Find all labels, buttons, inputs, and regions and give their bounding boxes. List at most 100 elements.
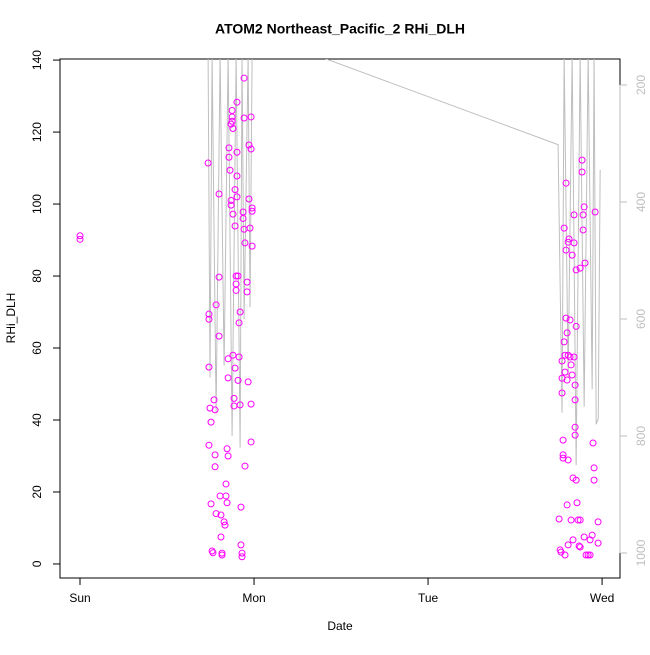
data-point: [591, 208, 599, 216]
data-point: [563, 376, 571, 384]
data-point: [579, 226, 587, 234]
y-tick-label: 0: [30, 560, 44, 567]
y-tick-label: 40: [30, 413, 44, 427]
line-layer: [207, 59, 601, 466]
data-point: [563, 501, 571, 509]
data-point: [211, 451, 219, 459]
data-point: [222, 480, 230, 488]
data-point: [210, 396, 218, 404]
data-point: [571, 431, 579, 439]
data-point: [76, 232, 84, 240]
data-point: [594, 518, 602, 526]
data-point: [559, 436, 567, 444]
data-point: [241, 239, 249, 247]
data-point: [564, 456, 572, 464]
data-point: [564, 541, 572, 549]
y2-tick-label: 400: [634, 192, 648, 212]
data-point: [247, 438, 255, 446]
data-point: [590, 476, 598, 484]
data-point: [576, 516, 584, 524]
data-point: [247, 113, 255, 121]
data-point: [215, 332, 223, 340]
data-point: [558, 389, 566, 397]
y2-tick-label: 800: [634, 426, 648, 446]
data-point: [588, 531, 596, 539]
data-point: [220, 518, 228, 526]
data-point: [582, 551, 590, 559]
data-point: [562, 246, 570, 254]
data-point: [237, 503, 245, 511]
data-point: [248, 204, 256, 212]
data-point: [229, 124, 237, 132]
data-point: [239, 214, 247, 222]
x-tick-label: Tue: [418, 591, 439, 605]
data-point: [224, 452, 232, 460]
data-point: [570, 239, 578, 247]
data-point: [235, 319, 243, 327]
data-point: [560, 224, 568, 232]
data-point: [205, 315, 213, 323]
data-point: [573, 499, 581, 507]
data-point: [233, 193, 241, 201]
data-point: [229, 351, 237, 359]
data-point: [565, 235, 573, 243]
data-point: [247, 400, 255, 408]
y-tick-label: 80: [30, 269, 44, 283]
data-point: [561, 368, 569, 376]
data-point: [576, 264, 584, 272]
data-point: [570, 211, 578, 219]
y-tick-label: 140: [30, 50, 44, 70]
data-point: [76, 235, 84, 243]
data-point: [209, 549, 217, 557]
data-point: [243, 288, 251, 296]
data-point: [571, 423, 579, 431]
data-point: [572, 476, 580, 484]
data-point: [581, 259, 589, 267]
y2-tick-label: 1000: [634, 539, 648, 566]
data-point: [211, 406, 219, 414]
data-point: [215, 273, 223, 281]
data-point: [558, 357, 566, 365]
data-point: [240, 74, 248, 82]
data-point: [562, 179, 570, 187]
data-line: [207, 59, 601, 466]
mark-layer: [76, 74, 602, 561]
y-axis-label: RHi_DLH: [4, 293, 18, 344]
data-point: [580, 533, 588, 541]
data-point: [233, 98, 241, 106]
data-point: [580, 203, 588, 211]
data-point: [235, 353, 243, 361]
data-point: [217, 533, 225, 541]
data-point: [217, 511, 225, 519]
data-point: [567, 516, 575, 524]
data-point: [204, 159, 212, 167]
data-point: [572, 266, 580, 274]
data-point: [568, 251, 576, 259]
data-point: [555, 515, 563, 523]
data-point: [231, 364, 239, 372]
data-point: [228, 106, 236, 114]
data-point: [578, 168, 586, 176]
data-point: [207, 500, 215, 508]
y-tick-label: 100: [30, 194, 44, 214]
data-point: [563, 329, 571, 337]
data-point: [215, 190, 223, 198]
data-point: [232, 272, 240, 280]
data-point: [575, 542, 583, 550]
data-point: [248, 207, 256, 215]
data-point: [590, 464, 598, 472]
data-point: [233, 148, 241, 156]
data-point: [571, 381, 579, 389]
data-point: [234, 376, 242, 384]
data-point: [205, 310, 213, 318]
data-point: [586, 551, 594, 559]
data-point: [589, 439, 597, 447]
data-point: [247, 145, 255, 153]
data-point: [236, 401, 244, 409]
data-point: [240, 114, 248, 122]
x-tick-label: Wed: [590, 591, 614, 605]
data-point: [241, 462, 249, 470]
data-point: [579, 211, 587, 219]
